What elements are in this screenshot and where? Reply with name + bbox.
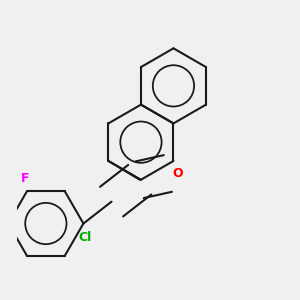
Text: F: F [21,172,30,185]
Text: Cl: Cl [78,231,92,244]
Text: O: O [172,167,183,180]
